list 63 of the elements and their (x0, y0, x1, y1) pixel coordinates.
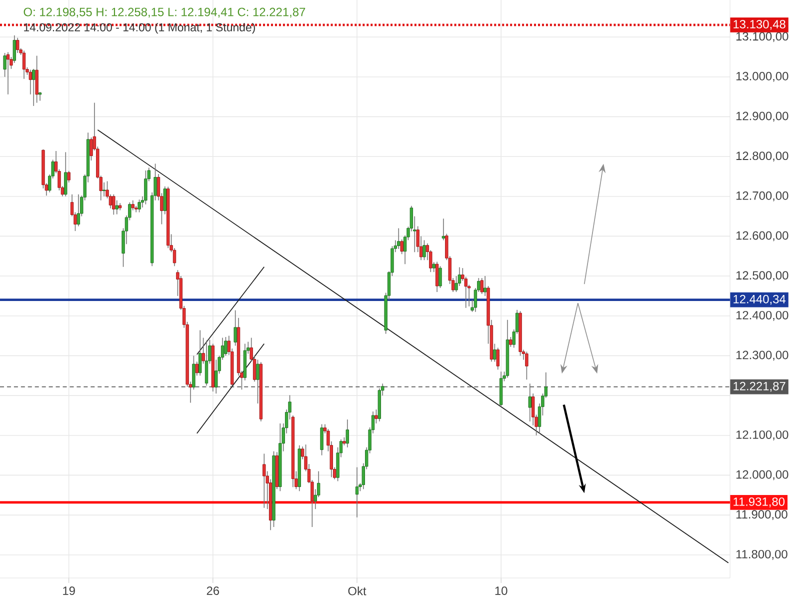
candlestick (22, 50, 26, 80)
candlestick (480, 278, 484, 294)
candlestick (422, 240, 426, 261)
ref-line-label: 13.130,48 (734, 20, 786, 30)
y-tick-label: 12.300,00 (736, 350, 788, 361)
y-tick-label: 12.900,00 (736, 112, 788, 122)
ref-line-label: 11.931,80 (734, 497, 785, 508)
candlestick (442, 218, 446, 241)
ref-line-label: 12.221,87 (734, 382, 786, 392)
y-tick-label: 11.800,00 (736, 550, 788, 560)
candlestick (115, 200, 118, 215)
y-tick-label: 12.800,00 (736, 152, 788, 162)
candlestick (67, 170, 70, 183)
candlestick (397, 228, 400, 250)
candlestick (195, 361, 199, 376)
candlestick (28, 69, 32, 95)
candlestick (204, 340, 208, 386)
candlestick (528, 383, 532, 422)
candlestick (509, 336, 512, 348)
candlestick (320, 424, 324, 456)
text: 14.09.2022 14:00 - 14:00 (1 Monat, 1 Stunde) (24, 22, 255, 34)
y-tick-label: 13.000,00 (736, 72, 788, 82)
ref-line-label: 12.440,34 (734, 294, 786, 305)
candlestick (38, 92, 42, 102)
candlestick (16, 37, 20, 54)
candlestick (64, 152, 68, 197)
candlestick (355, 466, 359, 518)
y-tick-label: 13.100,00 (736, 32, 788, 42)
y-tick-label: 12.000,00 (736, 470, 788, 480)
y-tick-label: 12.700,00 (736, 191, 788, 202)
candlestick (496, 347, 500, 370)
candlestick (138, 199, 141, 213)
candlestick (144, 170, 148, 205)
candlestick (525, 351, 528, 380)
candlestick (198, 330, 202, 376)
candlestick (214, 359, 218, 394)
candlestick (346, 419, 349, 448)
candlestick (224, 336, 228, 356)
candlestick (256, 359, 260, 404)
y-tick-label: 12.600,00 (736, 231, 788, 242)
candlestick (234, 310, 237, 346)
candlestick (102, 182, 106, 197)
x-tick-label: 19 (63, 586, 75, 595)
y-tick-label: 12.500,00 (736, 271, 788, 281)
y-tick-label: 11.900,00 (736, 510, 788, 520)
candlestick (483, 276, 487, 296)
candlestick (6, 52, 10, 95)
x-tick-label: 10 (495, 586, 508, 595)
candlestick (493, 343, 496, 362)
candlestick (76, 194, 80, 227)
candlestick (112, 194, 116, 216)
candlestick (374, 409, 378, 424)
x-tick-label: Okt (348, 586, 366, 596)
candlestick (435, 261, 439, 292)
y-tick-label: 12.100,00 (736, 430, 788, 440)
x-tick-label: 26 (206, 586, 220, 595)
candlestick (438, 266, 442, 288)
y-tick-label: 12.400,00 (736, 310, 788, 321)
candlestick (32, 68, 36, 106)
text: O: 12.198,55 H: 12.258,15 L: 12.194,41 C: 12.221,87 (24, 8, 306, 18)
candlestick (432, 262, 436, 272)
candlestick (262, 453, 266, 508)
candlestick (131, 200, 134, 211)
